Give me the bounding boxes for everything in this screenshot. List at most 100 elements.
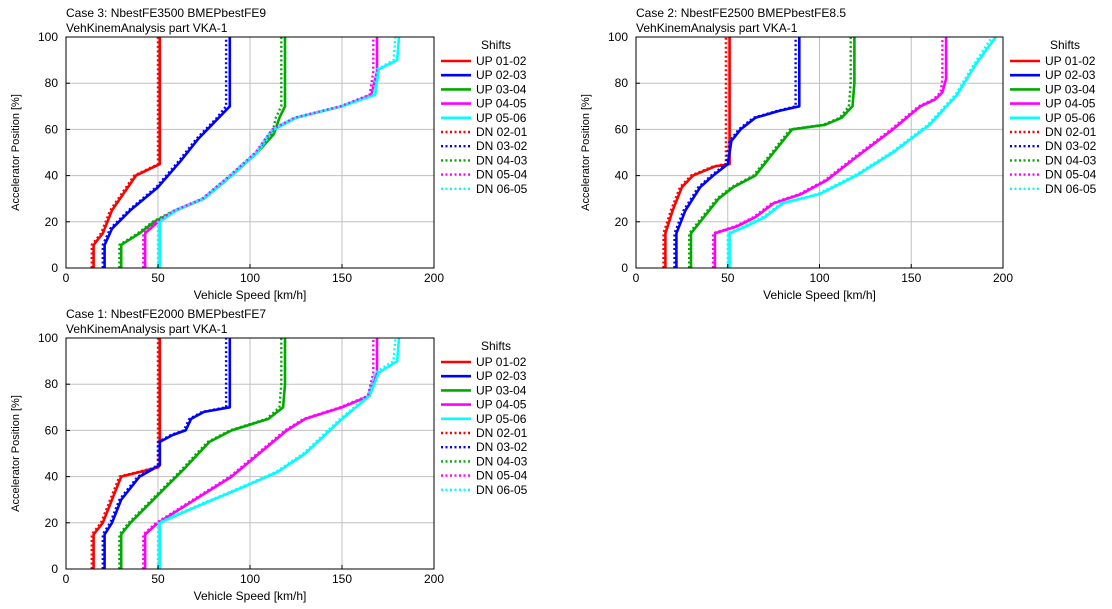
y-tick-label: 0 — [621, 261, 628, 275]
legend-entry: UP 01-02 — [476, 54, 527, 68]
legend-entry: UP 05-06 — [1045, 111, 1096, 125]
series-line-up-03-04 — [689, 37, 856, 268]
series-line-dn-06-05 — [726, 36, 993, 268]
chart-subtitle: VehKinemAnalysis part VKA-1 — [66, 322, 228, 336]
y-tick-label: 20 — [45, 215, 59, 229]
series-line-up-05-06 — [158, 337, 401, 569]
legend-entry: UP 02-03 — [476, 68, 527, 82]
series-line-up-01-02 — [92, 37, 162, 268]
y-tick-label: 100 — [608, 30, 628, 44]
series-line-dn-03-02 — [101, 338, 228, 569]
series-line-dn-02-01 — [90, 338, 160, 569]
y-tick-label: 0 — [51, 261, 58, 275]
y-tick-label: 40 — [45, 169, 59, 183]
legend-entry: UP 03-04 — [476, 383, 527, 397]
chart-panel-1: Case 3: NbestFE3500 BMEPbestFE9VehKinemA… — [10, 6, 528, 302]
series-line-dn-03-02 — [673, 37, 797, 268]
legend-entry: DN 06-05 — [1045, 182, 1097, 196]
y-tick-label: 60 — [615, 122, 629, 136]
legend-title: Shifts — [1050, 38, 1080, 52]
x-tick-label: 100 — [240, 271, 260, 285]
legend-entry: DN 03-02 — [476, 139, 528, 153]
series-line-up-01-02 — [664, 37, 731, 268]
series-line-dn-03-02 — [101, 37, 228, 268]
legend-entry: DN 03-02 — [1045, 139, 1097, 153]
legend-entry: DN 02-01 — [1045, 125, 1097, 139]
legend-entry: UP 03-04 — [476, 82, 527, 96]
chart-subtitle: VehKinemAnalysis part VKA-1 — [66, 21, 228, 35]
legend-title: Shifts — [481, 339, 511, 353]
x-axis-label: Vehicle Speed [km/h] — [194, 288, 307, 302]
series-line-dn-04-03 — [118, 37, 283, 268]
x-tick-label: 150 — [332, 271, 352, 285]
x-tick-label: 150 — [901, 271, 921, 285]
y-axis-label: Accelerator Position [%] — [10, 395, 22, 512]
legend-entry: UP 05-06 — [476, 412, 527, 426]
legend-entry: DN 04-03 — [476, 454, 528, 468]
y-tick-label: 100 — [38, 331, 58, 345]
legend-entry: DN 03-02 — [476, 440, 528, 454]
x-tick-label: 0 — [633, 271, 640, 285]
x-tick-label: 50 — [151, 572, 165, 586]
series-line-dn-04-03 — [118, 338, 283, 569]
legend-title: Shifts — [481, 38, 511, 52]
y-tick-label: 40 — [615, 169, 629, 183]
series-line-up-02-03 — [103, 338, 232, 569]
legend-entry: DN 06-05 — [476, 182, 528, 196]
legend-entry: UP 01-02 — [1045, 54, 1096, 68]
chart-title: Case 3: NbestFE3500 BMEPbestFE9 — [66, 6, 266, 20]
y-tick-label: 0 — [51, 562, 58, 576]
legend-entry: UP 04-05 — [1045, 97, 1096, 111]
series-line-dn-05-04 — [711, 37, 944, 268]
series-line-dn-02-01 — [662, 37, 728, 268]
series-line-up-02-03 — [675, 37, 801, 268]
chart-panel-3: Case 1: NbestFE2000 BMEPbestFE7VehKinemA… — [10, 307, 528, 603]
chart-subtitle: VehKinemAnalysis part VKA-1 — [636, 21, 798, 35]
x-tick-label: 50 — [151, 271, 165, 285]
y-tick-label: 80 — [45, 76, 59, 90]
legend-entry: DN 06-05 — [476, 483, 528, 497]
y-tick-label: 100 — [38, 30, 58, 44]
legend-entry: UP 04-05 — [476, 398, 527, 412]
y-tick-label: 80 — [615, 76, 629, 90]
series-line-dn-05-04 — [142, 338, 375, 569]
y-axis-label: Accelerator Position [%] — [10, 94, 22, 211]
x-tick-label: 50 — [721, 271, 735, 285]
x-tick-label: 150 — [332, 572, 352, 586]
legend-entry: UP 02-03 — [476, 369, 527, 383]
x-tick-label: 200 — [424, 572, 444, 586]
y-tick-label: 40 — [45, 470, 59, 484]
series-line-dn-04-03 — [688, 37, 852, 268]
y-tick-label: 20 — [45, 516, 59, 530]
legend-entry: DN 05-04 — [1045, 168, 1097, 182]
series-line-up-04-05 — [713, 37, 948, 268]
x-tick-label: 100 — [240, 572, 260, 586]
series-line-dn-05-04 — [142, 37, 375, 268]
legend-entry: DN 05-04 — [476, 469, 528, 483]
y-tick-label: 20 — [615, 215, 629, 229]
x-tick-label: 0 — [63, 271, 70, 285]
y-axis-label: Accelerator Position [%] — [580, 94, 592, 211]
legend-entry: UP 04-05 — [476, 97, 527, 111]
legend-entry: DN 04-03 — [1045, 153, 1097, 167]
series-line-dn-06-05 — [156, 36, 397, 268]
chart-title: Case 2: NbestFE2500 BMEPbestFE8.5 — [636, 6, 846, 20]
chart-title: Case 1: NbestFE2000 BMEPbestFE7 — [66, 307, 266, 321]
x-tick-label: 0 — [63, 572, 70, 586]
x-axis-label: Vehicle Speed [km/h] — [194, 589, 307, 603]
legend-entry: UP 02-03 — [1045, 68, 1096, 82]
legend-entry: DN 02-01 — [476, 125, 528, 139]
legend-entry: UP 05-06 — [476, 111, 527, 125]
legend-entry: DN 02-01 — [476, 426, 528, 440]
series-line-up-02-03 — [103, 37, 232, 268]
series-line-dn-06-05 — [156, 337, 397, 569]
legend-entry: DN 05-04 — [476, 168, 528, 182]
chart-panel-2: Case 2: NbestFE2500 BMEPbestFE8.5VehKine… — [580, 6, 1097, 302]
x-tick-label: 100 — [809, 271, 829, 285]
x-tick-label: 200 — [993, 271, 1013, 285]
series-line-up-05-06 — [158, 36, 401, 268]
